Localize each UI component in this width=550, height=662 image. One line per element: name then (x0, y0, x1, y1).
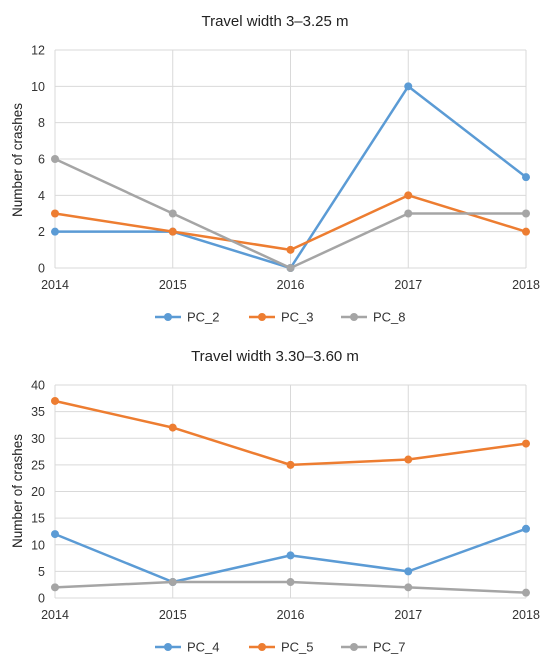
y-tick-label: 8 (38, 116, 45, 130)
x-tick-labels: 2014 2015 2016 2017 2018 (41, 608, 540, 622)
data-point (51, 155, 59, 163)
y-tick-label: 10 (31, 80, 45, 94)
data-point (286, 578, 295, 587)
x-tick-label: 2016 (277, 608, 305, 622)
legend-item: PC_5 (249, 640, 314, 655)
legend-swatch-marker (164, 643, 172, 651)
x-tick-labels: 2014 2015 2016 2017 2018 (41, 278, 540, 292)
legend-item: PC_4 (155, 640, 220, 655)
data-point (51, 209, 59, 218)
legend-label: PC_5 (281, 640, 314, 655)
data-point (168, 209, 177, 218)
data-point (522, 173, 530, 182)
x-tick-label: 2016 (277, 278, 305, 292)
y-tick-labels: 0 5 10 15 20 25 30 35 40 (31, 379, 45, 606)
legend: PC_2 PC_3 PC_8 (155, 310, 406, 325)
data-point (168, 578, 177, 587)
chart-title: Travel width 3–3.25 m (201, 13, 348, 30)
legend-swatch-marker (350, 313, 358, 321)
legend-item: PC_3 (249, 310, 314, 325)
data-point (404, 567, 413, 576)
legend-label: PC_8 (373, 310, 406, 325)
x-tick-label: 2014 (41, 278, 69, 292)
chart-title: Travel width 3.30–3.60 m (191, 348, 359, 365)
series-lines (51, 396, 530, 597)
x-tick-label: 2015 (159, 278, 187, 292)
legend-swatch-marker (350, 643, 358, 651)
y-tick-label: 4 (38, 189, 45, 203)
y-tick-label: 0 (38, 592, 45, 606)
y-tick-label: 30 (31, 432, 45, 446)
legend-label: PC_7 (373, 640, 406, 655)
y-tick-label: 2 (38, 225, 45, 239)
data-point (286, 245, 295, 254)
data-point (404, 455, 413, 464)
data-point (286, 551, 295, 560)
x-tick-label: 2017 (394, 278, 422, 292)
data-point (286, 264, 295, 272)
chart-top: Travel width 3–3.25 m Number of crashes … (10, 13, 540, 325)
x-tick-label: 2018 (512, 278, 540, 292)
data-point (168, 227, 177, 236)
legend-item: PC_8 (341, 310, 406, 325)
data-point (51, 227, 59, 236)
series-lines (51, 82, 530, 272)
data-point (522, 209, 530, 218)
y-tick-label: 20 (31, 485, 45, 499)
y-axis-label: Number of crashes (10, 103, 25, 217)
data-point (522, 524, 530, 533)
data-point (168, 423, 177, 432)
data-point (286, 460, 295, 469)
y-tick-label: 40 (31, 379, 45, 393)
chart-bottom: Travel width 3.30–3.60 m Number of crash… (10, 348, 540, 655)
y-tick-label: 25 (31, 458, 45, 472)
x-tick-label: 2018 (512, 608, 540, 622)
legend: PC_4 PC_5 PC_7 (155, 640, 406, 655)
legend-label: PC_2 (187, 310, 220, 325)
legend-swatch-marker (258, 643, 266, 651)
y-tick-label: 0 (38, 262, 45, 276)
data-point (522, 588, 530, 597)
y-axis-label: Number of crashes (10, 434, 25, 548)
data-point (404, 82, 413, 91)
y-tick-labels: 0 2 4 6 8 10 12 (31, 44, 45, 276)
data-point (51, 530, 59, 539)
legend-swatch-marker (164, 313, 172, 321)
y-tick-label: 5 (38, 565, 45, 579)
x-tick-label: 2014 (41, 608, 69, 622)
data-point (404, 583, 413, 592)
data-point (404, 209, 413, 218)
grid-lines (54, 49, 527, 269)
legend-item: PC_2 (155, 310, 220, 325)
grid-lines (54, 384, 527, 599)
legend-swatch-marker (258, 313, 266, 321)
data-point (51, 583, 59, 592)
x-tick-label: 2015 (159, 608, 187, 622)
y-tick-label: 15 (31, 512, 45, 526)
data-point (522, 439, 530, 448)
y-tick-label: 12 (31, 44, 45, 58)
legend-label: PC_4 (187, 640, 220, 655)
data-point (404, 191, 413, 200)
y-tick-label: 6 (38, 153, 45, 167)
legend-label: PC_3 (281, 310, 314, 325)
y-tick-label: 35 (31, 405, 45, 419)
x-tick-label: 2017 (394, 608, 422, 622)
y-tick-label: 10 (31, 538, 45, 552)
data-point (51, 396, 59, 405)
legend-item: PC_7 (341, 640, 406, 655)
data-point (522, 227, 530, 236)
